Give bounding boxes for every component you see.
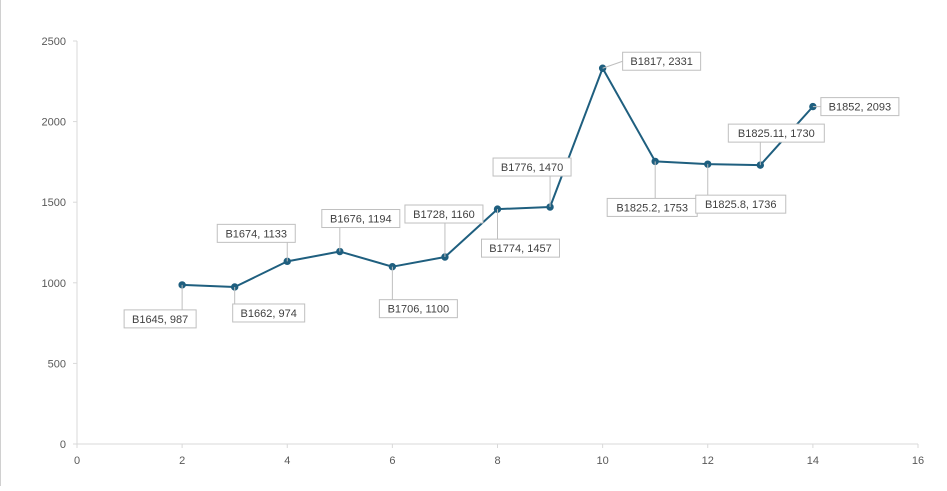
x-tick-label: 2 [179,455,185,467]
y-tick-label: 0 [60,439,66,451]
data-label: B1852, 2093 [829,102,891,114]
x-tick-label: 16 [912,455,924,467]
y-tick-label: 500 [48,358,66,370]
data-label: B1817, 2331 [630,56,692,68]
data-label: B1676, 1194 [330,214,392,226]
data-label: B1825.2, 1753 [616,202,688,214]
data-label-box [481,238,560,258]
y-tick-label: 1500 [42,197,66,209]
x-tick-label: 6 [389,455,395,467]
axes: 0 2 4 6 8 10 12 14 16 0 500 1000 1500 2000 2500 [42,36,925,467]
y-tick-label: 1000 [42,278,66,290]
data-label-leader [602,60,623,69]
left-border [0,0,1,486]
x-tick-label: 10 [597,455,609,467]
data-label-box [123,309,197,329]
data-label: B1706, 1100 [388,304,450,316]
x-tick-label: 0 [74,455,80,467]
data-label: B1728, 1160 [413,209,475,221]
data-label-group: B1645, 987 B1662, 974 B1674, 1133 B1676, 11… [123,51,900,329]
data-label-box [622,51,702,71]
x-tick-label: 14 [807,455,819,467]
x-tick-label: 8 [494,455,500,467]
data-label-box [321,209,401,229]
data-label: B1645, 987 [132,314,188,326]
data-label-box [216,223,296,243]
data-label: B1774, 1457 [489,243,551,255]
data-label-box [404,204,484,224]
data-label: B1674, 1133 [225,228,287,240]
data-label-box [492,157,572,177]
x-tick-label: 4 [284,455,290,467]
data-label: B1825.11, 1730 [738,128,815,140]
data-label-box [232,303,306,323]
data-label: B1662, 974 [241,308,297,320]
y-tick-label: 2000 [42,117,66,129]
y-tick-label: 2500 [42,36,66,48]
data-label-box [378,299,458,319]
data-label-box [695,194,787,214]
x-tick-label: 12 [702,455,714,467]
data-label: B1825.8, 1736 [705,199,777,211]
data-label-box [820,97,900,117]
data-label: B1776, 1470 [501,162,563,174]
data-label-box [727,123,825,143]
